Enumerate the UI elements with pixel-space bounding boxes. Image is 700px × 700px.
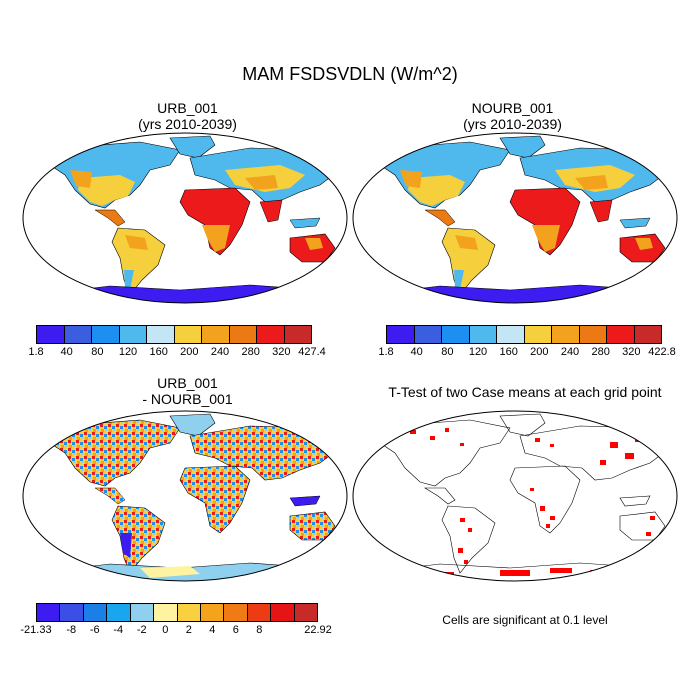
colorbar-diff-cell bbox=[200, 604, 225, 621]
colorbar-nourb-tick-label: 1.8 bbox=[378, 346, 394, 358]
colorbar-diff-tick-label: -2 bbox=[136, 624, 147, 636]
colorbar-urb-tick-label: 40 bbox=[60, 346, 73, 358]
colorbar-diff-ticks: -21.33 -8 -6 -4 -2 0 2 4 6 8 22.92 bbox=[20, 624, 331, 638]
colorbar-diff-tick-label: 6 bbox=[232, 624, 239, 636]
colorbar-urb-cell bbox=[174, 326, 202, 343]
colorbar-urb-tick-label: 80 bbox=[91, 346, 104, 358]
map-nourb bbox=[352, 132, 678, 304]
panel-title-urb-line1: URB_001 bbox=[157, 100, 218, 116]
colorbar-urb-cell bbox=[92, 326, 120, 343]
colorbar-urb bbox=[36, 325, 312, 344]
colorbar-urb-tick-label: 320 bbox=[272, 346, 291, 358]
colorbar-diff-tick-label: -21.33 bbox=[20, 624, 52, 636]
colorbar-diff-cell bbox=[83, 604, 108, 621]
panel-title-nourb-line2: (yrs 2010-2039) bbox=[463, 116, 562, 132]
colorbar-urb-cell bbox=[147, 326, 175, 343]
colorbar-urb-tick-label: 200 bbox=[180, 346, 199, 358]
panel-title-ttest: T-Test of two Case means at each grid po… bbox=[350, 384, 700, 400]
map-ttest bbox=[352, 410, 678, 582]
panel-title-urb: URB_001 (yrs 2010-2039) bbox=[25, 100, 350, 132]
colorbar-diff-cell bbox=[107, 604, 131, 621]
colorbar-nourb-tick-label: 422.8 bbox=[648, 346, 676, 358]
colorbar-urb-cell bbox=[284, 326, 311, 343]
colorbar-diff-cell bbox=[60, 604, 84, 621]
colorbar-urb-cell bbox=[119, 326, 147, 343]
colorbar-nourb-cell bbox=[634, 326, 661, 343]
colorbar-diff-cell bbox=[271, 604, 295, 621]
colorbar-diff-tick-label: 8 bbox=[256, 624, 263, 636]
colorbar-urb-tick-label: 120 bbox=[118, 346, 138, 358]
panel-title-diff: URB_001 - NOURB_001 bbox=[25, 375, 350, 407]
colorbar-diff-cell bbox=[294, 604, 318, 621]
colorbar-nourb-tick-label: 160 bbox=[499, 346, 518, 358]
colorbar-urb-tick-label: 160 bbox=[149, 346, 168, 358]
colorbar-nourb-cell bbox=[607, 326, 635, 343]
colorbar-urb-tick-label: 1.8 bbox=[28, 346, 44, 358]
panel-title-diff-line1: URB_001 bbox=[157, 375, 218, 391]
colorbar-diff-cell bbox=[154, 604, 178, 621]
colorbar-nourb bbox=[386, 325, 662, 344]
colorbar-nourb-cell bbox=[579, 326, 607, 343]
colorbar-nourb-tick-label: 40 bbox=[410, 346, 423, 358]
colorbar-urb-tick-label: 427.4 bbox=[298, 346, 326, 358]
colorbar-diff-tick-label: -6 bbox=[89, 624, 100, 636]
colorbar-diff-tick-label: -8 bbox=[66, 624, 77, 636]
colorbar-diff bbox=[36, 603, 318, 622]
colorbar-nourb-tick-label: 320 bbox=[622, 346, 641, 358]
colorbar-urb-ticks: 1.8 40 80 120 160 200 240 280 320 427.4 bbox=[28, 346, 325, 360]
map-urb bbox=[22, 132, 348, 304]
colorbar-nourb-cell bbox=[387, 326, 415, 343]
colorbar-nourb-cell bbox=[442, 326, 470, 343]
panel-title-nourb-line1: NOURB_001 bbox=[471, 100, 554, 116]
colorbar-nourb-tick-label: 280 bbox=[591, 346, 610, 358]
colorbar-nourb-cell bbox=[552, 326, 580, 343]
colorbar-nourb-tick-label: 240 bbox=[560, 346, 580, 358]
colorbar-diff-tick-label: 2 bbox=[185, 624, 192, 636]
colorbar-diff-cell bbox=[224, 604, 248, 621]
colorbar-diff-tick-label: 0 bbox=[162, 624, 169, 636]
colorbar-diff-tick-label: 4 bbox=[209, 624, 216, 636]
colorbar-urb-cell bbox=[257, 326, 285, 343]
colorbar-nourb-cell bbox=[414, 326, 442, 343]
colorbar-urb-tick-label: 240 bbox=[210, 346, 230, 358]
colorbar-nourb-tick-label: 120 bbox=[468, 346, 488, 358]
panel-title-nourb: NOURB_001 (yrs 2010-2039) bbox=[350, 100, 675, 132]
colorbar-nourb-ticks: 1.8 40 80 120 160 200 240 280 320 422.8 bbox=[378, 346, 675, 360]
colorbar-nourb-cell bbox=[497, 326, 525, 343]
colorbar-diff-cell bbox=[177, 604, 201, 621]
significance-note: Cells are significant at 0.1 level bbox=[442, 613, 608, 627]
colorbar-diff-cell bbox=[247, 604, 272, 621]
colorbar-nourb-cell bbox=[469, 326, 497, 343]
panel-title-urb-line2: (yrs 2010-2039) bbox=[138, 116, 237, 132]
colorbar-nourb-tick-label: 200 bbox=[530, 346, 549, 358]
colorbar-diff-cell bbox=[130, 604, 155, 621]
colorbar-urb-tick-label: 280 bbox=[241, 346, 260, 358]
colorbar-urb-cell bbox=[64, 326, 92, 343]
colorbar-urb-cell bbox=[37, 326, 65, 343]
panel-title-ttest-line1: T-Test of two Case means at each grid po… bbox=[388, 384, 662, 400]
map-diff bbox=[22, 410, 348, 582]
colorbar-urb-cell bbox=[229, 326, 257, 343]
colorbar-diff-tick-label: 22.92 bbox=[304, 624, 332, 636]
panel-title-diff-line2: - NOURB_001 bbox=[142, 391, 233, 407]
colorbar-nourb-tick-label: 80 bbox=[441, 346, 454, 358]
colorbar-urb-cell bbox=[202, 326, 230, 343]
colorbar-nourb-cell bbox=[524, 326, 552, 343]
figure-title: MAM FSDSVDLN (W/m^2) bbox=[242, 64, 458, 84]
colorbar-diff-tick-label: -4 bbox=[113, 624, 124, 636]
colorbar-diff-cell bbox=[37, 604, 61, 621]
